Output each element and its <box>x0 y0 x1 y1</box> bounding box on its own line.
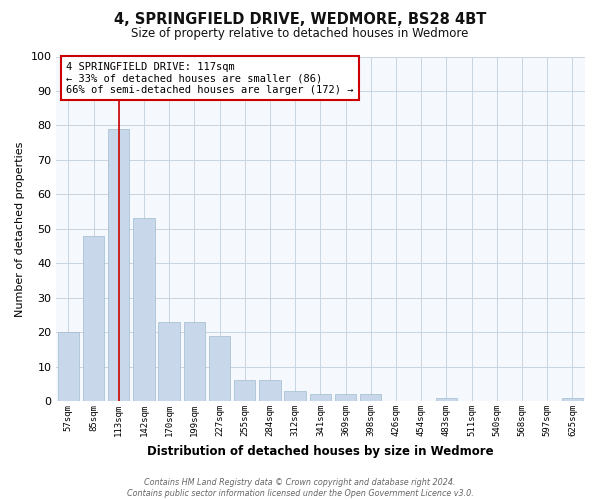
Text: 4 SPRINGFIELD DRIVE: 117sqm
← 33% of detached houses are smaller (86)
66% of sem: 4 SPRINGFIELD DRIVE: 117sqm ← 33% of det… <box>67 62 354 95</box>
Bar <box>360 394 382 401</box>
Bar <box>108 129 130 401</box>
Bar <box>310 394 331 401</box>
Bar <box>58 332 79 401</box>
Bar <box>158 322 180 401</box>
Bar <box>133 218 155 401</box>
Bar <box>184 322 205 401</box>
Bar <box>259 380 281 401</box>
Bar <box>562 398 583 401</box>
Text: 4, SPRINGFIELD DRIVE, WEDMORE, BS28 4BT: 4, SPRINGFIELD DRIVE, WEDMORE, BS28 4BT <box>114 12 486 28</box>
Text: Size of property relative to detached houses in Wedmore: Size of property relative to detached ho… <box>131 28 469 40</box>
X-axis label: Distribution of detached houses by size in Wedmore: Distribution of detached houses by size … <box>147 444 494 458</box>
Bar <box>335 394 356 401</box>
Bar <box>284 391 306 401</box>
Bar <box>209 336 230 401</box>
Text: Contains HM Land Registry data © Crown copyright and database right 2024.
Contai: Contains HM Land Registry data © Crown c… <box>127 478 473 498</box>
Bar <box>436 398 457 401</box>
Bar <box>83 236 104 401</box>
Y-axis label: Number of detached properties: Number of detached properties <box>15 141 25 316</box>
Bar <box>234 380 256 401</box>
